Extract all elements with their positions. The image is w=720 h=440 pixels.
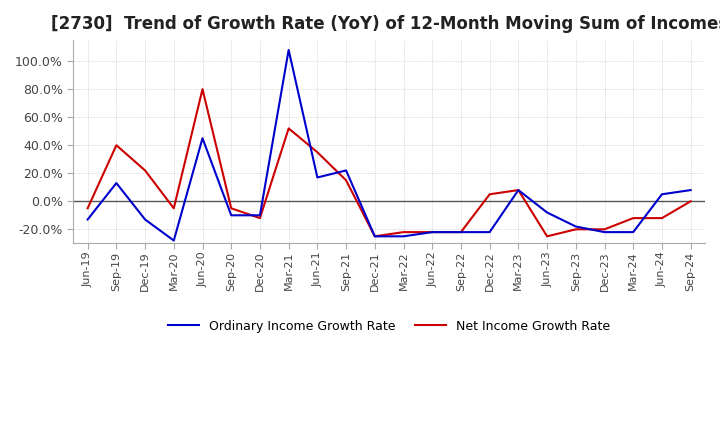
- Ordinary Income Growth Rate: [140, 217, 149, 222]
- Ordinary Income Growth Rate: [572, 224, 580, 229]
- Net Income Growth Rate: [284, 126, 293, 131]
- Ordinary Income Growth Rate: [198, 136, 207, 141]
- Net Income Growth Rate: [428, 230, 436, 235]
- Ordinary Income Growth Rate: [686, 187, 695, 193]
- Ordinary Income Growth Rate: [543, 210, 552, 215]
- Net Income Growth Rate: [342, 178, 351, 183]
- Net Income Growth Rate: [456, 230, 465, 235]
- Net Income Growth Rate: [657, 216, 666, 221]
- Net Income Growth Rate: [198, 87, 207, 92]
- Ordinary Income Growth Rate: [313, 175, 322, 180]
- Ordinary Income Growth Rate: [456, 230, 465, 235]
- Ordinary Income Growth Rate: [256, 213, 264, 218]
- Net Income Growth Rate: [140, 168, 149, 173]
- Net Income Growth Rate: [514, 187, 523, 193]
- Ordinary Income Growth Rate: [428, 230, 436, 235]
- Net Income Growth Rate: [256, 216, 264, 221]
- Net Income Growth Rate: [485, 192, 494, 197]
- Net Income Growth Rate: [686, 198, 695, 204]
- Net Income Growth Rate: [169, 205, 178, 211]
- Ordinary Income Growth Rate: [169, 238, 178, 243]
- Ordinary Income Growth Rate: [629, 230, 637, 235]
- Ordinary Income Growth Rate: [371, 234, 379, 239]
- Ordinary Income Growth Rate: [342, 168, 351, 173]
- Ordinary Income Growth Rate: [84, 217, 92, 222]
- Net Income Growth Rate: [600, 227, 609, 232]
- Ordinary Income Growth Rate: [657, 192, 666, 197]
- Net Income Growth Rate: [84, 205, 92, 211]
- Net Income Growth Rate: [227, 205, 235, 211]
- Ordinary Income Growth Rate: [514, 187, 523, 193]
- Net Income Growth Rate: [399, 230, 408, 235]
- Title: [2730]  Trend of Growth Rate (YoY) of 12-Month Moving Sum of Incomes: [2730] Trend of Growth Rate (YoY) of 12-…: [50, 15, 720, 33]
- Line: Ordinary Income Growth Rate: Ordinary Income Growth Rate: [88, 50, 690, 241]
- Net Income Growth Rate: [112, 143, 121, 148]
- Net Income Growth Rate: [371, 234, 379, 239]
- Line: Net Income Growth Rate: Net Income Growth Rate: [88, 89, 690, 236]
- Ordinary Income Growth Rate: [227, 213, 235, 218]
- Ordinary Income Growth Rate: [112, 180, 121, 186]
- Net Income Growth Rate: [629, 216, 637, 221]
- Net Income Growth Rate: [572, 227, 580, 232]
- Ordinary Income Growth Rate: [284, 47, 293, 52]
- Net Income Growth Rate: [543, 234, 552, 239]
- Ordinary Income Growth Rate: [485, 230, 494, 235]
- Ordinary Income Growth Rate: [399, 234, 408, 239]
- Ordinary Income Growth Rate: [600, 230, 609, 235]
- Net Income Growth Rate: [313, 150, 322, 155]
- Legend: Ordinary Income Growth Rate, Net Income Growth Rate: Ordinary Income Growth Rate, Net Income …: [163, 315, 615, 337]
